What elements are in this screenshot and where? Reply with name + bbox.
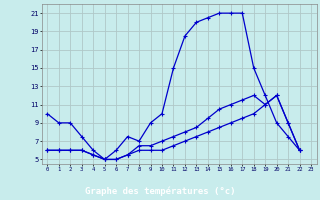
Text: Graphe des températures (°c): Graphe des températures (°c) <box>85 186 235 196</box>
